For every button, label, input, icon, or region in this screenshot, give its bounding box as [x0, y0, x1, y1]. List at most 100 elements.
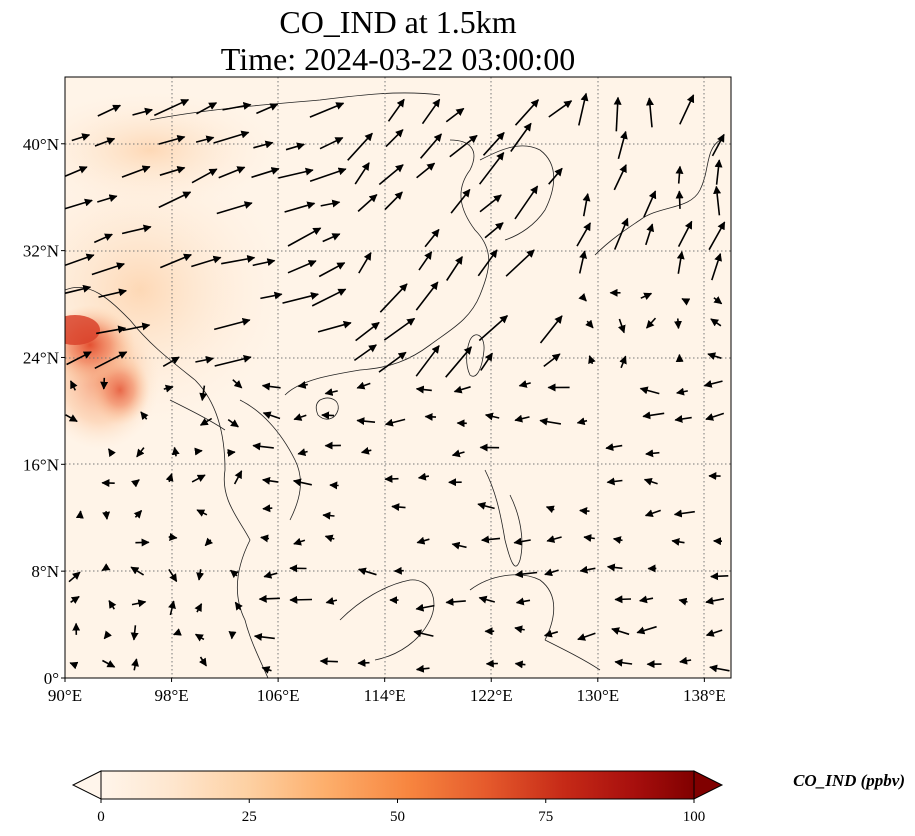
coastlines: [65, 92, 721, 678]
wind-arrow: [153, 98, 190, 117]
wind-arrow: [419, 133, 443, 159]
colorbar-label: CO_IND (ppbv): [793, 771, 905, 790]
wind-arrow: [199, 385, 208, 402]
wind-arrow: [383, 317, 416, 341]
co-plume-south-core: [90, 355, 150, 425]
wind-arrow: [446, 256, 463, 281]
wind-arrow: [196, 509, 208, 517]
wind-arrow: [253, 140, 274, 149]
wind-arrow: [546, 535, 562, 543]
wind-arrow: [645, 449, 660, 458]
wind-arrow: [708, 221, 726, 251]
wind-arrow: [101, 563, 111, 572]
wind-arrow: [227, 448, 236, 457]
co-plume-north-region: [65, 90, 280, 210]
wind-arrow: [619, 355, 627, 369]
wind-arrow: [121, 165, 151, 178]
wind-arrow: [103, 630, 112, 640]
wind-arrow: [675, 190, 684, 209]
wind-arrow: [68, 571, 81, 583]
wind-arrow: [194, 447, 203, 456]
wind-arrow: [579, 507, 590, 515]
wind-arrow: [318, 262, 346, 278]
wind-arrow: [94, 351, 128, 370]
wind-arrow: [285, 142, 305, 151]
wind-arrow: [703, 380, 723, 388]
wind-arrow: [582, 193, 591, 217]
wind-arrow: [617, 130, 628, 160]
lat-tick-label: 40°N: [23, 135, 59, 154]
wind-arrow: [613, 96, 622, 132]
wind-arrow: [196, 102, 218, 115]
wind-arrow: [262, 411, 281, 420]
wind-arrow: [478, 315, 508, 342]
wind-arrow: [378, 351, 407, 373]
wind-arrow: [163, 384, 174, 393]
wind-arrow: [705, 412, 725, 421]
lon-axis: 90°E 98°E 106°E 114°E 122°E 130°E 138°E: [48, 678, 726, 705]
wind-arrow: [484, 412, 500, 421]
wind-arrow: [539, 315, 563, 344]
wind-arrow: [131, 479, 140, 488]
wind-arrow: [284, 201, 316, 213]
wind-arrow: [578, 292, 587, 302]
wind-arrow: [97, 194, 118, 203]
wind-arrow: [453, 385, 471, 394]
wind-arrow: [576, 417, 588, 426]
wind-arrow: [391, 503, 406, 512]
wind-arrow: [194, 633, 205, 642]
wind-arrow: [140, 411, 149, 421]
wind-arrow: [165, 473, 174, 483]
wind-arrow: [136, 447, 145, 458]
wind-arrow: [319, 657, 338, 666]
wind-arrow: [416, 536, 430, 545]
wind-arrow: [676, 251, 685, 274]
wind-arrow: [707, 352, 722, 360]
wind-arrow: [91, 262, 125, 276]
wind-arrow: [378, 164, 404, 186]
wind-arrow: [65, 253, 95, 267]
title-line-1: CO_IND at 1.5km: [279, 4, 516, 40]
wind-arrow: [107, 448, 116, 458]
lon-tick-label: 98°E: [154, 686, 188, 705]
wind-arrow: [93, 233, 113, 244]
wind-arrow: [384, 191, 403, 211]
wind-arrow: [642, 411, 665, 420]
wind-arrow: [358, 252, 372, 274]
wind-arrow: [588, 355, 596, 365]
lat-tick-label: 16°N: [23, 455, 59, 474]
wind-arrow: [222, 101, 252, 111]
wind-arrow: [576, 222, 591, 247]
wind-arrow: [65, 414, 78, 423]
wind-arrow: [229, 569, 239, 579]
wind-arrow: [320, 199, 341, 208]
wind-arrow: [324, 534, 335, 543]
wind-arrow: [70, 595, 80, 604]
wind-arrow: [705, 629, 723, 637]
wind-arrow: [261, 382, 281, 391]
wind-arrow: [321, 411, 335, 420]
wind-arrow: [97, 104, 122, 117]
lat-tick-label: 8°N: [31, 562, 59, 581]
wind-arrow: [216, 201, 253, 215]
wind-arrow: [379, 283, 408, 313]
wind-arrow: [311, 288, 347, 307]
wind-arrow: [253, 632, 275, 641]
wind-arrow: [325, 597, 338, 605]
wind-arrow: [479, 194, 502, 213]
wind-arrow: [416, 162, 436, 179]
wind-arrow: [709, 664, 730, 673]
wind-arrow: [199, 417, 213, 426]
wind-arrow: [357, 567, 377, 576]
wind-arrow: [162, 356, 180, 367]
wind-arrow: [418, 251, 433, 271]
wind-arrow: [108, 600, 117, 610]
wind-arrow: [159, 165, 186, 176]
wind-arrow: [445, 597, 466, 606]
wind-arrow: [158, 191, 192, 209]
wind-arrow: [234, 601, 243, 611]
wind-arrow: [646, 317, 657, 329]
wind-arrow: [644, 509, 661, 518]
wind-arrow: [130, 566, 145, 576]
wind-arrow: [293, 537, 306, 546]
